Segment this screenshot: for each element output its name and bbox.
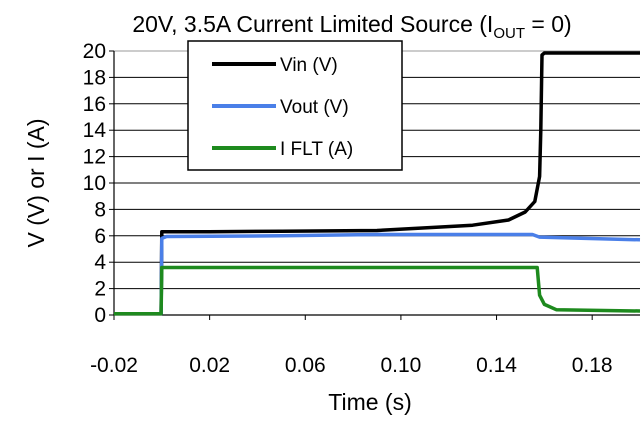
y-tick-label-20: 20 — [83, 40, 106, 63]
x-axis-tick-labels: -0.02 0.02 0.06 0.10 0.14 0.18 — [90, 354, 613, 377]
y-tick-label-16: 16 — [83, 93, 106, 116]
chart-title-main: 20V, 3.5A Current Limited Source (I — [132, 11, 493, 37]
legend-label-1: Vin (V) — [280, 55, 338, 76]
x-axis-label: Time (s) — [328, 389, 411, 415]
y-tick-label-8: 8 — [94, 198, 106, 221]
y-tick-label-14: 14 — [83, 119, 107, 142]
y-tick-label-0: 0 — [94, 304, 106, 327]
series-line-1 — [114, 51, 640, 316]
y-tick-label-4: 4 — [94, 251, 106, 274]
x-tick-label-0.14: 0.14 — [476, 354, 517, 377]
series-lines — [114, 51, 641, 316]
chart-title: 20V, 3.5A Current Limited Source (IOUT =… — [132, 11, 571, 42]
y-tick-label-2: 2 — [94, 278, 106, 301]
axes — [109, 50, 640, 320]
y-tick-label-6: 6 — [94, 225, 106, 248]
legend-label-2: Vout (V) — [280, 97, 349, 118]
x-tick-label-0.18: 0.18 — [572, 354, 613, 377]
series-line-2 — [114, 232, 641, 316]
chart-title-end: = 0) — [525, 11, 572, 37]
y-axis-tick-labels: 0 2 4 6 8 10 12 14 16 18 20 — [83, 40, 107, 327]
x-tick-label--0.02: -0.02 — [90, 354, 138, 377]
y-tick-label-10: 10 — [83, 172, 106, 195]
x-tick-label-0.06: 0.06 — [285, 354, 326, 377]
y-axis-label: V (V) or I (A) — [23, 118, 49, 247]
x-tick-label-0.10: 0.10 — [380, 354, 421, 377]
chart-title-subscript: OUT — [493, 25, 525, 42]
y-tick-label-12: 12 — [83, 146, 106, 169]
y-tick-label-18: 18 — [83, 66, 106, 89]
legend-label-3: I FLT (A) — [280, 139, 353, 160]
series-line-3 — [114, 265, 641, 316]
legend: Vin (V) Vout (V) I FLT (A) — [187, 40, 403, 171]
x-tick-label-0.02: 0.02 — [189, 354, 230, 377]
